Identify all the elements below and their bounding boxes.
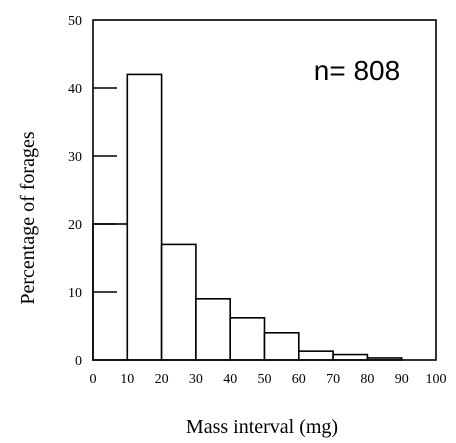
x-tick-label: 70 xyxy=(326,372,340,387)
x-tick-label: 80 xyxy=(360,372,374,387)
x-tick-label: 30 xyxy=(189,372,203,387)
histogram-bar xyxy=(229,317,266,361)
x-tick-label: 40 xyxy=(223,372,237,387)
y-ticks-group: 0 10 20 30 40 50 xyxy=(68,14,117,369)
histogram-bar xyxy=(160,243,197,361)
y-tick-label: 10 xyxy=(68,286,82,301)
sample-size-annotation: n= 808 xyxy=(314,55,400,86)
y-tick-label: 40 xyxy=(68,82,82,97)
x-tick-label: 90 xyxy=(395,372,409,387)
y-axis-title: Percentage of forages xyxy=(17,131,39,304)
y-tick-label: 30 xyxy=(68,150,82,165)
x-tick-label: 50 xyxy=(258,372,272,387)
bars-group xyxy=(92,73,403,361)
y-tick-label: 0 xyxy=(75,354,82,369)
plot-frame xyxy=(92,19,437,361)
x-tick-label: 60 xyxy=(292,372,306,387)
histogram-bar xyxy=(263,331,300,361)
histogram-bar xyxy=(195,297,231,361)
x-tick-label: 10 xyxy=(120,372,134,387)
x-tick-label: 100 xyxy=(426,372,447,387)
y-tick-label: 50 xyxy=(68,14,82,29)
y-tick-label: 20 xyxy=(68,218,82,233)
histogram-bar xyxy=(332,353,369,361)
x-ticks-group: 0 10 20 30 40 50 60 70 80 90 100 xyxy=(90,372,447,387)
x-tick-label: 0 xyxy=(90,372,97,387)
histogram-bar xyxy=(126,73,163,361)
x-tick-label: 20 xyxy=(155,372,169,387)
histogram-bar xyxy=(297,350,334,361)
x-axis-title: Mass interval (mg) xyxy=(186,416,338,438)
